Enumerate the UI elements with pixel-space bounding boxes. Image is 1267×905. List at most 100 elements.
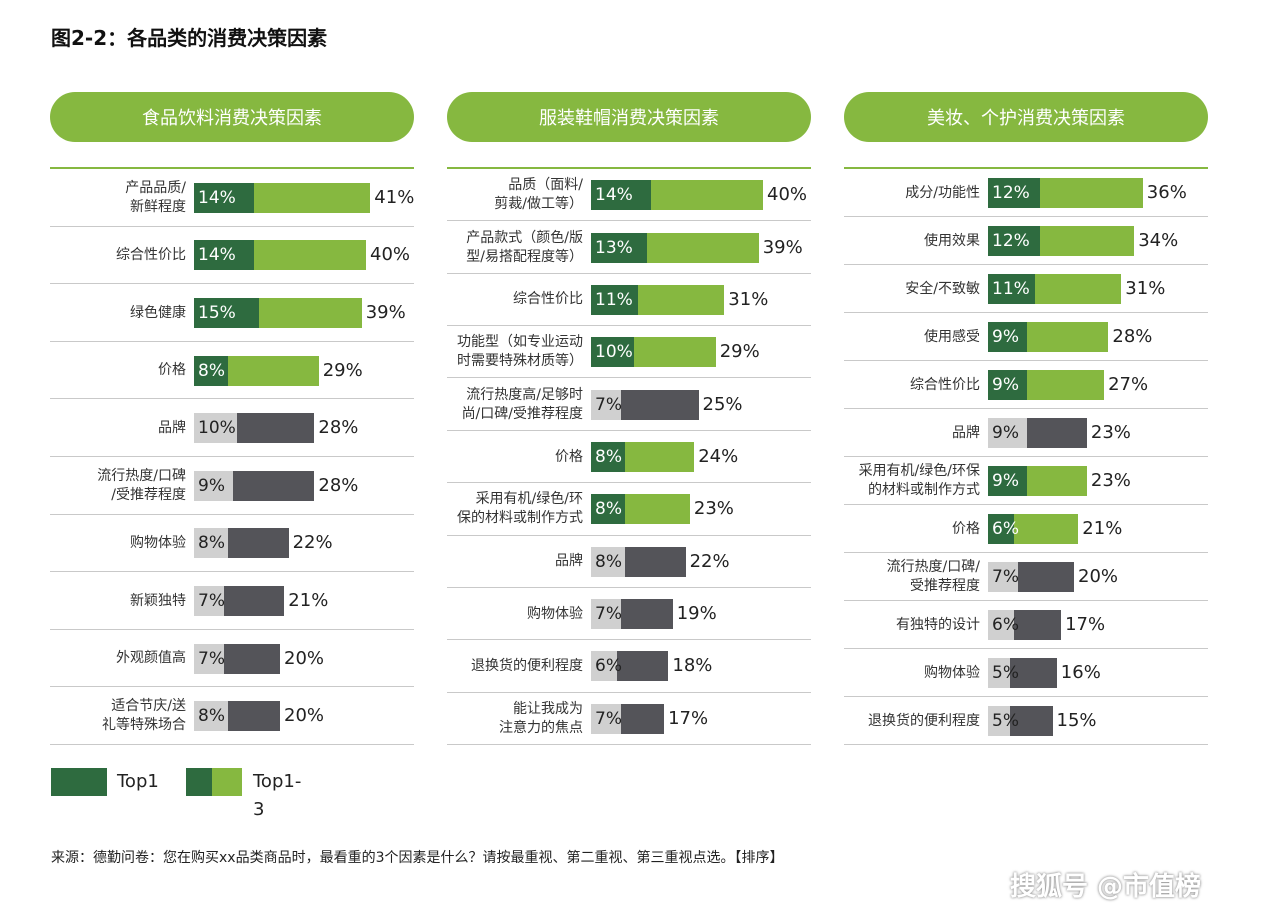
value-label-top1: 7%	[595, 708, 622, 729]
value-label-top1-3: 39%	[365, 302, 406, 323]
row-separator	[447, 586, 811, 588]
panel-top-rule	[844, 167, 1208, 169]
row-separator	[844, 744, 1208, 745]
factor-label: 退换货的便利程度	[471, 657, 583, 674]
factor-label: 流行热度高/足够时 尚/口碑/受推荐程度	[461, 386, 583, 422]
source-footnote: 来源：德勤问卷：您在购买xx品类商品时，最看重的3个因素是什么？请按最重视、第二…	[51, 850, 784, 866]
value-label-top1: 8%	[595, 499, 622, 520]
factor-label: 品牌	[952, 424, 980, 441]
bar-top1	[194, 643, 225, 674]
factor-label: 价格	[158, 362, 186, 379]
row-separator	[50, 283, 414, 285]
bar-top1	[988, 322, 1027, 352]
factor-label: 购物体验	[130, 534, 186, 551]
factor-label: 使用感受	[924, 328, 980, 345]
row-separator	[447, 325, 811, 327]
bar-top1	[988, 562, 1019, 592]
value-label-top1: 6%	[595, 656, 622, 677]
value-label-top1: 13%	[595, 237, 633, 258]
legend-label-top13: Top1-3	[253, 771, 302, 820]
row-separator	[844, 216, 1208, 217]
bar-top1	[591, 337, 634, 368]
factor-label: 产品品质/新鲜程度	[125, 179, 186, 215]
factor-label: 购物体验	[924, 664, 980, 681]
value-label-top1-3: 22%	[292, 532, 333, 554]
bar-top1	[988, 706, 1010, 736]
bar-top1	[988, 514, 1014, 544]
value-label-top1-3: 21%	[288, 590, 329, 611]
bar-top1	[988, 178, 1040, 208]
value-label-top1: 5%	[992, 663, 1019, 683]
bar-top1	[591, 599, 622, 630]
value-label-top1-3: 24%	[698, 446, 739, 467]
value-label-top1-3: 29%	[322, 359, 363, 381]
value-label-top1: 8%	[595, 447, 622, 467]
value-label-top1: 9%	[992, 423, 1019, 443]
factor-label: 外观颜值高	[116, 650, 186, 667]
bar-top1	[194, 701, 229, 732]
value-label-top1: 8%	[595, 551, 622, 572]
row-separator	[50, 744, 414, 745]
value-label-top1-3: 20%	[284, 705, 325, 727]
panel-title-pill: 食品饮料消费决策因素	[50, 92, 414, 142]
value-label-top1: 12%	[992, 183, 1030, 203]
bar-top1	[988, 370, 1027, 400]
row-separator	[447, 272, 811, 274]
value-label-top1: 11%	[992, 279, 1030, 299]
panel-title-pill: 美妆、个护消费决策因素	[844, 92, 1208, 142]
value-label-top1: 8%	[198, 533, 225, 554]
panel-top-rule	[50, 167, 414, 169]
bar-top1	[194, 355, 229, 386]
bar-top1	[194, 586, 225, 616]
value-label-top1-3: 25%	[702, 393, 743, 415]
value-label-top1-3: 15%	[1056, 710, 1097, 731]
row-separator	[844, 264, 1208, 265]
bar-top1	[591, 546, 626, 577]
value-label-top1: 7%	[595, 604, 622, 625]
row-separator	[844, 696, 1208, 697]
bar-top1	[591, 651, 617, 682]
value-label-top1: 14%	[198, 187, 236, 208]
factor-label: 适合节庆/送 礼等特殊场合	[102, 698, 186, 734]
value-label-top1: 9%	[992, 375, 1019, 395]
panel-title-pill: 服装鞋帽消费决策因素	[447, 92, 811, 142]
value-label-top1: 12%	[992, 231, 1030, 251]
legend-label-top1: Top1	[117, 771, 159, 792]
factor-label: 退换货的便利程度	[868, 712, 980, 729]
factor-label: 综合性价比	[910, 376, 980, 393]
row-separator	[844, 408, 1208, 409]
value-label-top1-3: 21%	[1082, 518, 1123, 539]
value-label-top1-3: 40%	[767, 184, 808, 206]
value-label-top1: 6%	[992, 615, 1019, 635]
value-label-top1: 9%	[992, 327, 1019, 347]
value-label-top1-3: 36%	[1146, 182, 1187, 203]
value-label-top1: 10%	[198, 418, 236, 439]
bar-top1	[591, 389, 622, 420]
panel-food-beverage: 食品饮料消费决策因素 产品品质/新鲜程度 14% 41% 综合性价比 14% 40% 绿色健…	[50, 92, 414, 745]
bar-top1	[194, 470, 233, 501]
bar-top1	[591, 232, 647, 263]
value-label-top1-3: 20%	[284, 647, 325, 669]
value-label-top1-3: 19%	[676, 603, 717, 625]
value-label-top1-3: 23%	[693, 498, 734, 520]
row-separator	[50, 398, 414, 400]
factor-label: 品牌	[555, 553, 583, 570]
value-label-top1: 8%	[198, 360, 225, 381]
factor-label: 采用有机/绿色/环保的材料或制作方式	[858, 463, 980, 498]
legend-swatch-top1	[51, 768, 107, 796]
row-separator	[844, 456, 1208, 457]
factor-label: 流行热度/口碑/受推荐程度	[97, 467, 186, 503]
value-label-top1-3: 34%	[1138, 230, 1179, 251]
bar-top1	[988, 418, 1027, 448]
factor-label: 购物体验	[527, 605, 583, 622]
value-label-top1: 10%	[595, 342, 633, 363]
row-separator	[447, 534, 811, 536]
row-separator	[447, 691, 811, 693]
value-label-top1-3: 17%	[1065, 614, 1106, 635]
row-separator	[844, 360, 1208, 361]
bar-top1	[194, 528, 229, 559]
value-label-top1-3: 22%	[689, 550, 730, 572]
row-separator	[844, 600, 1208, 601]
factor-label: 有独特的设计	[896, 616, 980, 633]
value-label-top1: 8%	[198, 706, 225, 727]
